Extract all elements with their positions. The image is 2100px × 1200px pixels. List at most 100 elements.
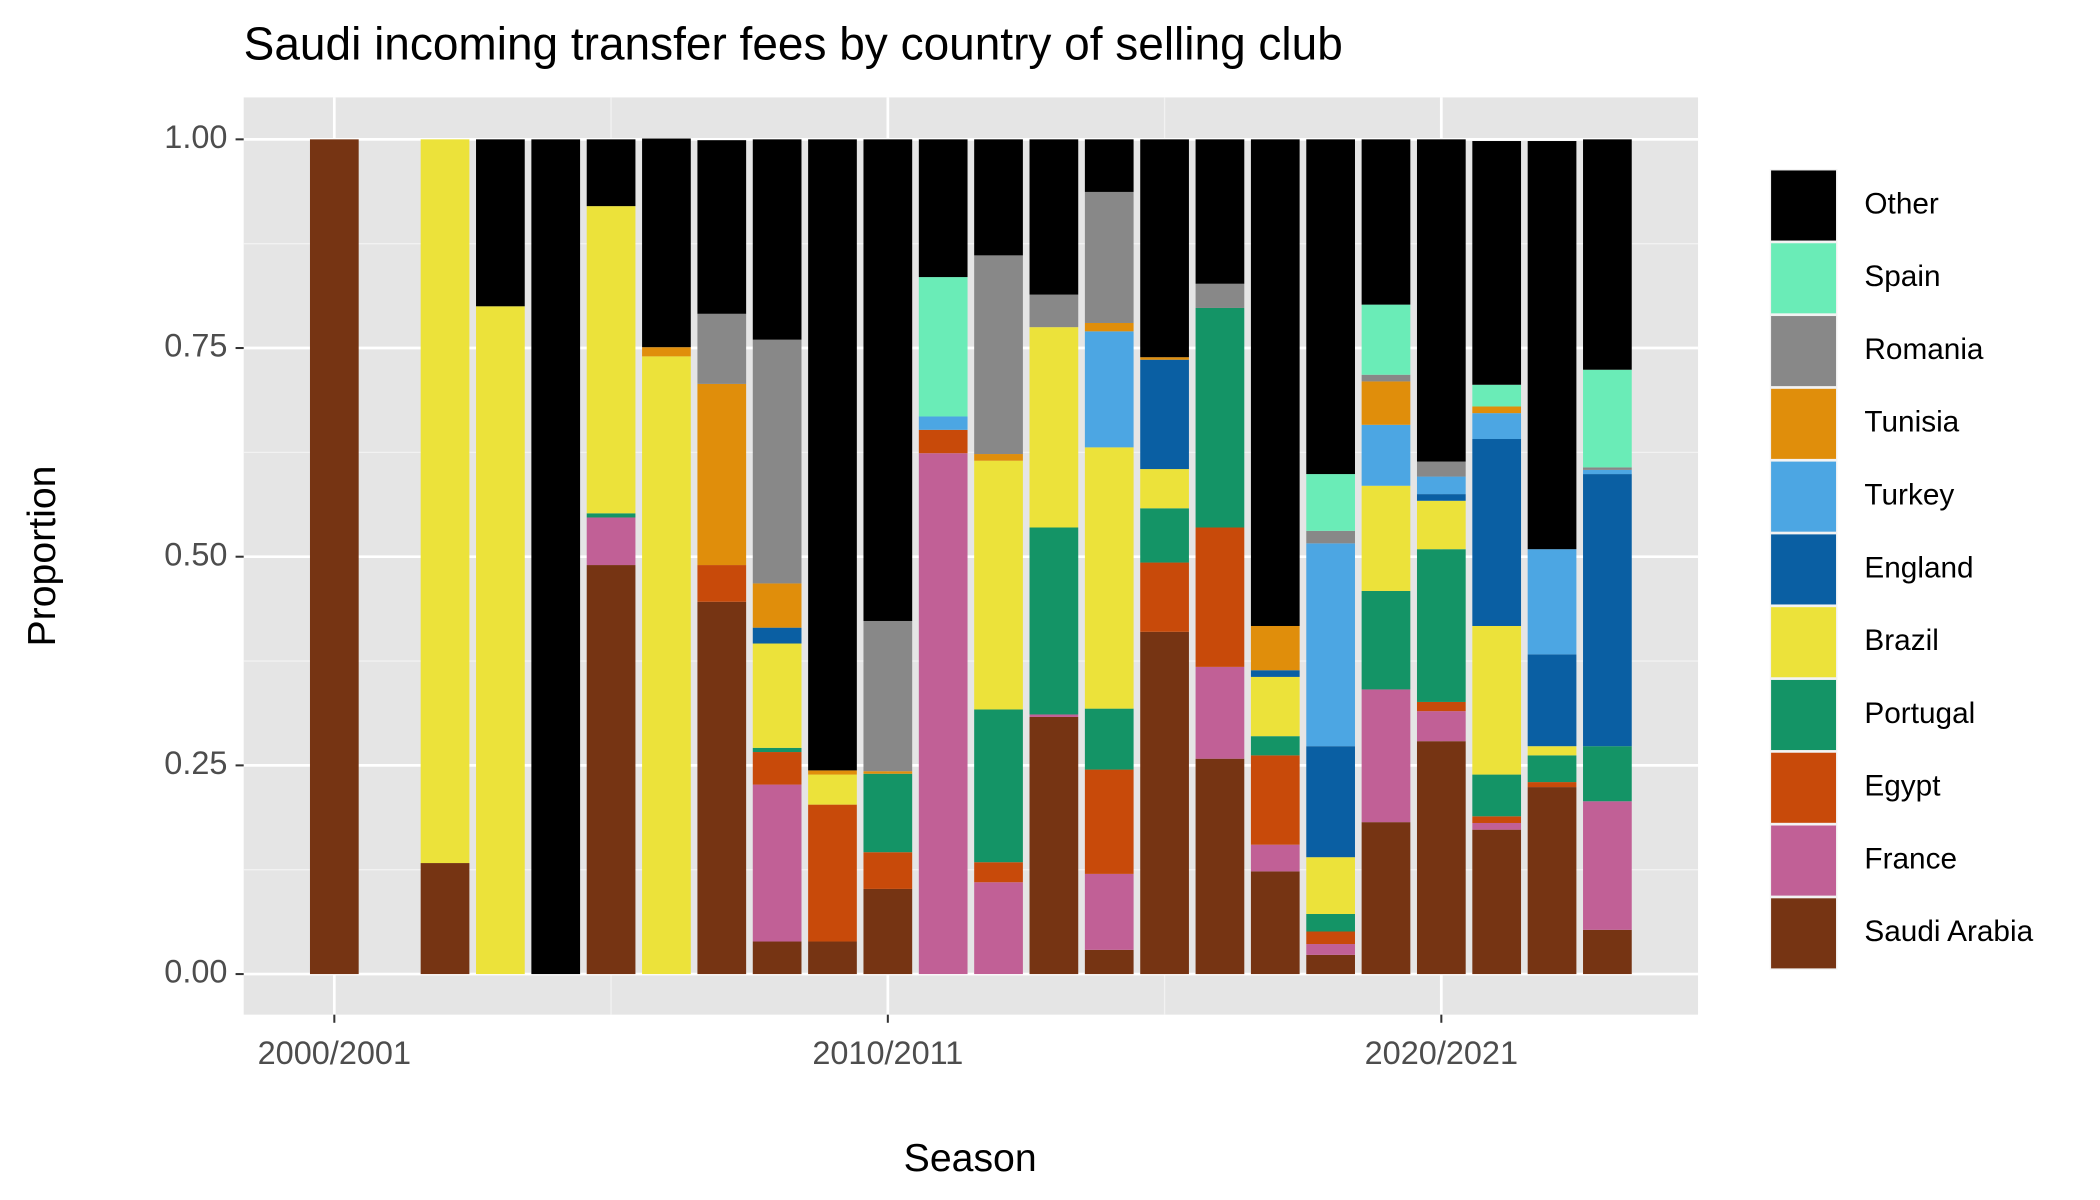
- bar-segment: [974, 139, 1023, 256]
- bar-segment: [1416, 549, 1466, 702]
- bar-segment: [642, 347, 691, 357]
- bar-segment: [1306, 474, 1355, 531]
- bar-segment: [1361, 590, 1411, 690]
- bar-segment: [1250, 676, 1300, 737]
- bar-segment: [476, 306, 525, 975]
- legend-label: Brazil: [1864, 624, 1938, 657]
- bar-segment: [1195, 527, 1245, 667]
- bar-segment: [1527, 787, 1577, 975]
- bar-segment: [752, 627, 802, 644]
- bar-segment: [1583, 929, 1632, 975]
- bar-segment: [1472, 822, 1522, 830]
- bar-segment: [1029, 327, 1079, 528]
- bar-segment: [1583, 469, 1632, 475]
- bar-segment: [1527, 755, 1577, 783]
- bar-segment: [1583, 801, 1632, 930]
- legend-label: Tunisia: [1864, 406, 1959, 439]
- bar-segment: [1029, 527, 1079, 715]
- bar-segment: [586, 517, 636, 566]
- bar-segment: [752, 643, 802, 748]
- bar-segment: [1306, 913, 1355, 932]
- bar-segment: [1472, 774, 1522, 817]
- bar-segment: [697, 601, 747, 975]
- bar-segment: [1416, 461, 1466, 477]
- bar-segment: [1527, 654, 1577, 747]
- bar-segment: [1250, 844, 1300, 872]
- chart-title: Saudi incoming transfer fees by country …: [244, 18, 1343, 70]
- bar-segment: [1250, 755, 1300, 845]
- bar-segment: [918, 453, 968, 975]
- bar-segment: [1527, 549, 1577, 655]
- bar-segment: [1250, 625, 1300, 671]
- bar-segment: [1583, 139, 1632, 370]
- legend-swatch: [1771, 388, 1837, 459]
- legend-label: Romania: [1864, 333, 1984, 366]
- bar-segment: [1416, 494, 1466, 501]
- bar-segment: [1361, 424, 1411, 486]
- bar-segment: [1472, 406, 1522, 414]
- bar-segment: [642, 138, 691, 348]
- bar-segment: [1195, 666, 1245, 759]
- bar-segment: [1140, 631, 1189, 975]
- bar-segment: [1416, 711, 1466, 742]
- bar-segment: [1140, 508, 1189, 563]
- bar-segment: [586, 139, 636, 207]
- bar-segment: [420, 863, 470, 975]
- bar-segment: [1195, 307, 1245, 528]
- bar-segment: [1140, 357, 1189, 360]
- bar-segment: [1306, 530, 1355, 544]
- bar-segment: [1029, 714, 1079, 717]
- bar-segment: [1472, 384, 1522, 407]
- bar-segment: [1084, 191, 1134, 323]
- bar-segment: [697, 140, 747, 314]
- bar-segment: [808, 941, 857, 975]
- bar-segment: [752, 752, 802, 785]
- bar-segment: [586, 513, 636, 518]
- bar-segment: [1250, 871, 1300, 975]
- bar-segment: [1084, 447, 1134, 709]
- bar-segment: [752, 747, 802, 753]
- bar-segment: [752, 339, 802, 584]
- bar-segment: [1029, 716, 1079, 975]
- legend-swatch: [1771, 825, 1837, 896]
- legend-label: France: [1864, 842, 1957, 875]
- bar-segment: [974, 460, 1023, 710]
- bar-segment: [1583, 369, 1632, 468]
- bar-segment: [808, 770, 857, 775]
- bar-segment: [1029, 139, 1079, 295]
- x-axis-title: Season: [904, 1136, 1037, 1180]
- bar-segment: [1472, 439, 1522, 626]
- bar-segment: [808, 139, 857, 771]
- bar-segment: [1583, 474, 1632, 747]
- bar-segment: [1195, 283, 1245, 308]
- bar-segment: [1416, 139, 1466, 462]
- bar-segment: [1195, 139, 1245, 284]
- bar-segment: [863, 852, 913, 889]
- bar-segment: [1306, 746, 1355, 858]
- bar-segment: [1084, 139, 1134, 192]
- bar-segment: [531, 139, 581, 975]
- legend-label: England: [1864, 551, 1973, 584]
- bar-segment: [1472, 816, 1522, 823]
- bar-segment: [974, 709, 1023, 863]
- legend-swatch: [1771, 243, 1837, 314]
- bar-segment: [752, 784, 802, 942]
- bar-segment: [1084, 331, 1134, 448]
- bar-segment: [1140, 359, 1189, 470]
- bar-segment: [808, 774, 857, 805]
- legend-label: Other: [1864, 187, 1938, 220]
- y-tick-label: 0.75: [164, 328, 227, 364]
- x-tick-label: 2000/2001: [258, 1035, 411, 1071]
- bar-segment: [918, 277, 968, 417]
- bar-segment: [1361, 139, 1411, 305]
- bar-segment: [697, 313, 747, 384]
- legend-swatch: [1771, 679, 1837, 751]
- bar-segment: [1250, 736, 1300, 756]
- bar-segment: [309, 139, 359, 975]
- legend-swatch: [1771, 534, 1837, 605]
- bar-segment: [1306, 139, 1355, 475]
- bar-segment: [974, 454, 1023, 461]
- bar-segment: [1140, 469, 1189, 509]
- bar-segment: [863, 771, 913, 774]
